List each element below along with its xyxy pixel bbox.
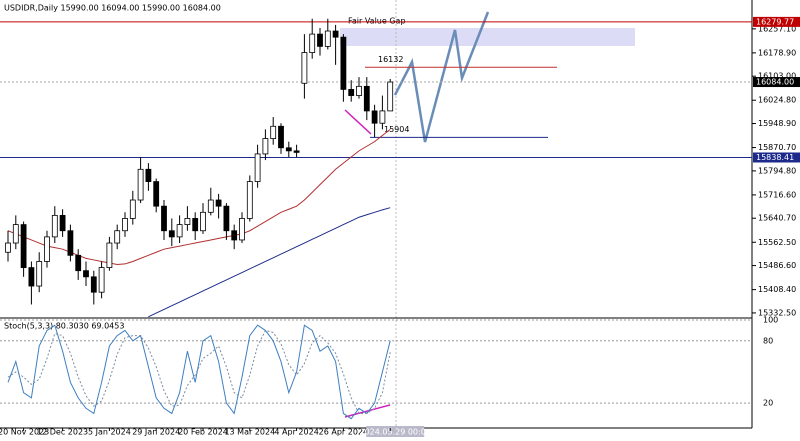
candle-body — [363, 85, 370, 112]
candle-body — [301, 52, 308, 84]
y-tick-label: 15870.70 — [758, 143, 796, 152]
level-label: 16279.77 — [756, 17, 794, 26]
x-tick-label: 4 Apr 2024 — [274, 428, 318, 437]
indicator-title: Stoch(5,3,3) 80.3030 69.0453 — [4, 322, 124, 331]
x-tick-label: 12 Dec 2023 — [37, 428, 88, 437]
x-tick-label: 13 Mar 2024 — [224, 428, 275, 437]
candle-body — [184, 218, 191, 225]
candle-body — [356, 85, 362, 96]
candle-body — [98, 267, 105, 293]
candle-body — [36, 261, 43, 287]
candle-body — [262, 138, 269, 155]
candle-body — [239, 218, 245, 241]
resistance-label: 16132 — [378, 55, 403, 64]
x-tick-label: 20 Feb 2024 — [178, 428, 228, 437]
candle-body — [215, 199, 222, 207]
candle-body — [246, 181, 253, 219]
annotation: Fair Value Gap — [348, 17, 406, 26]
candle-body — [379, 110, 386, 124]
moving-average — [148, 207, 391, 318]
level-tag — [753, 152, 800, 163]
y-tick-label: 20 — [763, 399, 773, 408]
candle-body — [176, 224, 183, 238]
x-tick-label: 20 Nov 2023 — [0, 428, 49, 437]
y-tick-label: 15794.80 — [758, 166, 796, 175]
candle-body — [28, 267, 35, 287]
y-tick-label: 100 — [763, 316, 778, 325]
y-tick-label: 80 — [763, 336, 773, 345]
candle-body — [90, 276, 97, 293]
candle-body — [44, 236, 50, 262]
candle-body — [387, 81, 394, 112]
stoch-divergence-line — [344, 404, 391, 418]
candle-body — [20, 224, 27, 269]
candle-body — [200, 211, 206, 232]
candle-body — [114, 230, 121, 244]
candle-body — [67, 230, 74, 256]
x-tick-label: 29 Jan 2024 — [132, 428, 180, 437]
candle-body — [285, 147, 292, 152]
candle-body — [122, 218, 128, 232]
y-tick-label: 16257.10 — [758, 24, 796, 33]
candle-body — [51, 214, 58, 238]
x-tick-label: 5 Jan 2024 — [88, 428, 131, 437]
candle-body — [168, 230, 175, 238]
candle-body — [59, 214, 66, 232]
y-tick-label: 15716.60 — [758, 190, 796, 199]
y-tick-label: 16024.80 — [758, 96, 796, 105]
candle-body — [293, 150, 300, 153]
x-tick-label: 26 Apr 2024 — [319, 428, 368, 437]
candle-body — [129, 199, 136, 219]
x-tick-label: 2024.05.29 00:00 — [359, 428, 430, 437]
y-tick-label: 15408.40 — [758, 285, 796, 294]
level-label: 15838.41 — [756, 153, 794, 162]
current-date-tag — [366, 426, 425, 437]
divergence-line — [344, 109, 372, 135]
candle-body — [278, 125, 284, 149]
candle-body — [153, 181, 160, 207]
y-tick-label: 16103.00 — [758, 72, 796, 81]
candle-body — [270, 125, 277, 139]
candle-body — [223, 205, 230, 232]
y-tick-label: 15332.50 — [758, 308, 796, 317]
level-tag — [753, 16, 800, 27]
candle-body — [192, 218, 199, 232]
candle-body — [137, 168, 144, 201]
candle-body — [145, 168, 152, 182]
y-tick-label: 15562.50 — [758, 238, 796, 247]
y-tick-label: 16178.90 — [758, 48, 796, 57]
candle-body — [83, 270, 89, 278]
y-tick-label: 15486.60 — [758, 261, 796, 270]
candle-body — [231, 230, 238, 241]
candle-body — [161, 205, 167, 232]
support-label: 15904 — [384, 125, 409, 134]
stoch-line — [7, 324, 391, 420]
candle-body — [309, 33, 316, 53]
level-label: 16084.00 — [756, 78, 794, 87]
candle-body — [106, 242, 113, 269]
y-tick-label: 15640.70 — [758, 214, 796, 223]
candle-body — [371, 110, 378, 124]
level-tag — [753, 77, 800, 88]
candle-body — [12, 224, 19, 244]
candle-body — [75, 254, 82, 272]
chart-title: USDIDR,Daily 15990.00 16094.00 15990.00 … — [4, 4, 221, 13]
candle-body — [317, 33, 323, 47]
candle-body — [332, 30, 339, 38]
candle-body — [254, 153, 261, 182]
fair-value-gap-zone — [340, 28, 635, 46]
y-tick-label: 15948.90 — [758, 119, 796, 128]
candle-body — [207, 199, 214, 213]
candle-body — [348, 89, 355, 96]
candle-body — [324, 30, 331, 47]
candle-body — [5, 242, 11, 253]
candle-body — [340, 36, 347, 90]
